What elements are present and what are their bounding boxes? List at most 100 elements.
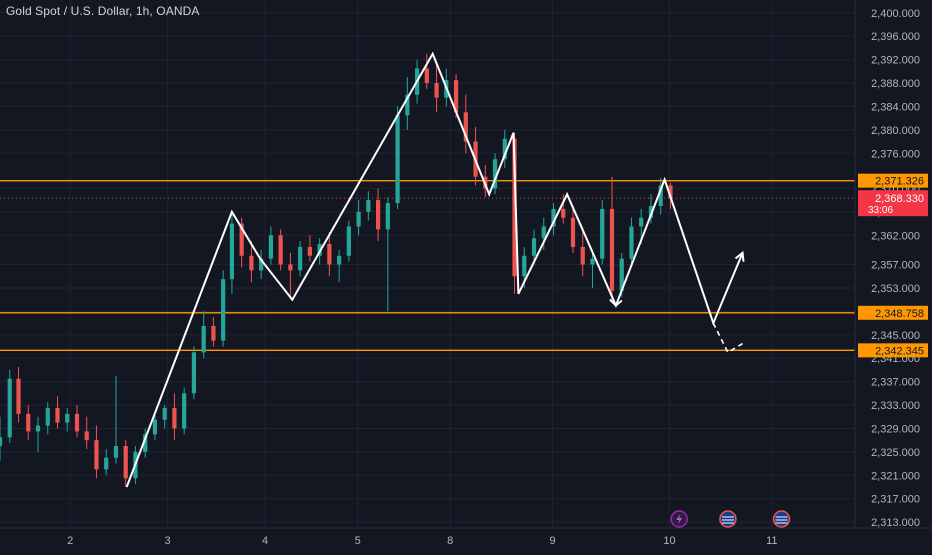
y-tick-label: 2,317.000 xyxy=(871,494,920,506)
level-price-badge xyxy=(858,305,928,320)
candle-body xyxy=(288,264,293,271)
y-tick-label: 2,396.000 xyxy=(871,31,920,43)
x-tick-label: 9 xyxy=(549,535,555,547)
candle-body xyxy=(648,205,654,218)
symbol-title: Gold Spot / U.S. Dollar, 1h, OANDA xyxy=(6,4,200,18)
candle-body xyxy=(16,378,21,414)
candle-body xyxy=(211,326,216,341)
y-tick-label: 2,357.000 xyxy=(871,260,920,272)
y-tick-label: 2,380.000 xyxy=(871,125,920,137)
y-tick-label: 2,321.000 xyxy=(871,470,920,482)
candle-body xyxy=(512,138,517,277)
candle-body xyxy=(629,226,634,259)
candle-body xyxy=(249,255,254,271)
candle-body xyxy=(94,440,99,470)
candle-body xyxy=(172,407,177,429)
candle-body xyxy=(531,238,537,256)
candle-body xyxy=(492,159,498,189)
candle-body xyxy=(239,223,244,256)
x-tick-label: 5 xyxy=(355,535,361,547)
candle-body xyxy=(229,223,235,280)
y-tick-label: 2,376.000 xyxy=(871,148,920,160)
candle-body xyxy=(346,226,351,256)
y-tick-label: 2,329.000 xyxy=(871,423,920,435)
projection-dashed[interactable] xyxy=(712,322,744,354)
x-tick-label: 2 xyxy=(67,535,73,547)
candle-body xyxy=(162,407,167,420)
candle-body xyxy=(327,244,332,265)
candle-body xyxy=(668,185,673,199)
candle-body xyxy=(551,208,556,227)
candle-body xyxy=(337,255,342,265)
x-tick-label: 8 xyxy=(447,535,453,547)
y-tick-label: 2,333.000 xyxy=(871,400,920,412)
drawings[interactable] xyxy=(125,51,745,488)
candle-body xyxy=(152,419,158,435)
candle-body xyxy=(201,326,206,353)
candle-body xyxy=(502,138,507,160)
candle-body xyxy=(278,235,283,265)
level-price-badge xyxy=(858,173,928,188)
candle-body xyxy=(307,246,312,256)
candle-body xyxy=(123,446,128,479)
us-flag-icon[interactable] xyxy=(772,510,791,528)
candle-body xyxy=(0,437,3,447)
candle-body xyxy=(143,434,148,452)
y-tick-label: 2,353.000 xyxy=(871,283,920,295)
y-tick-label: 2,384.000 xyxy=(871,101,920,113)
y-tick-label: 2,345.000 xyxy=(871,330,920,342)
y-tick-label: 2,313.000 xyxy=(871,517,920,529)
price-badges: 2,371.326 2,348.758 2,342.345 2,368.33033:0… xyxy=(858,173,928,358)
level-price-label: 2,348.758 xyxy=(875,308,924,320)
level-price-label: 2,342.345 xyxy=(875,345,924,357)
candle-body xyxy=(522,255,527,277)
us-flag-icon[interactable] xyxy=(719,510,737,528)
candle-body xyxy=(570,217,576,247)
candle-body xyxy=(45,407,50,426)
candle-body xyxy=(395,115,400,204)
candle-body xyxy=(35,425,41,432)
y-tick-label: 2,392.000 xyxy=(871,55,920,67)
candle-body xyxy=(375,200,381,230)
candle-body xyxy=(658,185,663,206)
candle-body xyxy=(385,203,390,230)
candle-body xyxy=(619,258,624,291)
candle-body xyxy=(541,226,546,239)
candle-body xyxy=(259,258,264,271)
x-tick-label: 4 xyxy=(262,535,268,547)
candle-body xyxy=(182,393,187,429)
candle-body xyxy=(26,413,31,432)
candle-body xyxy=(424,68,429,84)
x-tick-label: 11 xyxy=(766,535,777,547)
level-price-label: 2,371.326 xyxy=(875,176,924,188)
bar-countdown-label: 33:06 xyxy=(868,205,893,216)
candle-body xyxy=(65,413,70,423)
lightning-glyph xyxy=(676,514,683,524)
candle-body xyxy=(74,413,80,432)
level-price-badge xyxy=(858,343,928,358)
candle-body xyxy=(463,112,468,142)
x-tick-label: 10 xyxy=(663,535,675,547)
candle-body xyxy=(609,208,615,291)
candle-body xyxy=(561,208,566,218)
event-markers[interactable] xyxy=(670,510,791,528)
candle-body xyxy=(580,246,585,265)
current-price-badge xyxy=(858,190,928,217)
horizontal-levels[interactable] xyxy=(0,179,855,352)
y-tick-label: 2,325.000 xyxy=(871,447,920,459)
candle-body xyxy=(268,235,274,259)
candle-body xyxy=(7,378,12,438)
candle-body xyxy=(104,457,109,470)
current-price-label: 2,368.330 xyxy=(875,193,924,205)
candle-body xyxy=(366,200,371,212)
candle-body xyxy=(84,431,89,441)
x-tick-label: 3 xyxy=(165,535,171,547)
time-axis[interactable]: 2 3 4 5 8 9 10 11 xyxy=(0,527,932,547)
candle-body xyxy=(113,446,119,458)
y-tick-label: 2,400.000 xyxy=(871,8,920,20)
candle-body xyxy=(298,246,303,271)
zigzag-drawing[interactable] xyxy=(125,51,744,488)
